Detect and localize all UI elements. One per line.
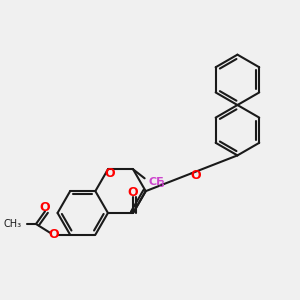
Text: O: O xyxy=(128,186,138,199)
Text: O: O xyxy=(40,201,50,214)
Text: 3: 3 xyxy=(158,180,164,189)
Text: CH₃: CH₃ xyxy=(4,219,22,229)
Text: O: O xyxy=(190,169,201,182)
Text: O: O xyxy=(49,228,59,241)
Text: O: O xyxy=(104,167,115,180)
Text: CF: CF xyxy=(148,177,164,187)
